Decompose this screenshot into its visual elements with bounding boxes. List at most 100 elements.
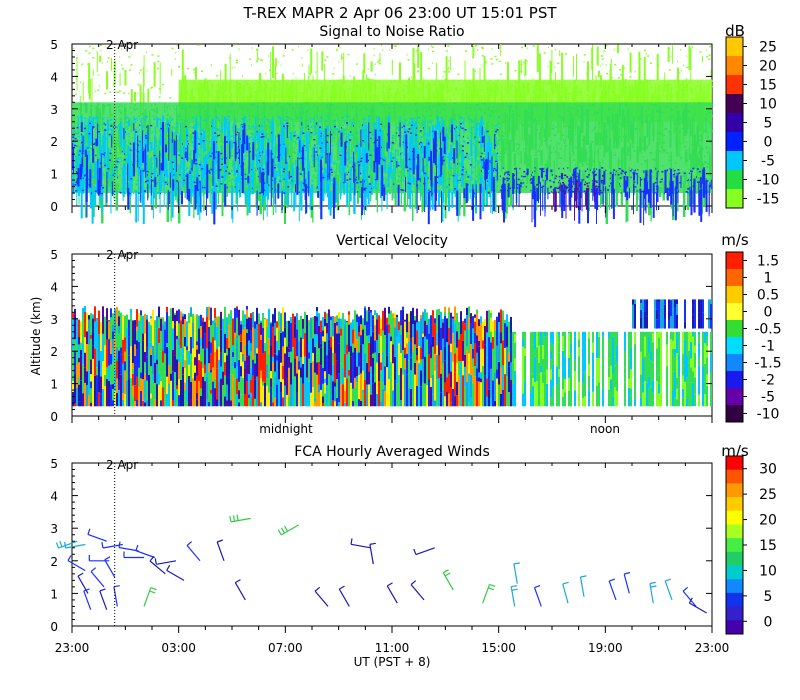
- snr-cell: [180, 95, 182, 97]
- snr-cell: [253, 95, 255, 97]
- snr-cell: [676, 92, 679, 110]
- snr-cell: [309, 87, 312, 89]
- snr-cell: [477, 101, 480, 103]
- snr-cell: [372, 81, 374, 83]
- snr-cell: [538, 93, 540, 95]
- snr-cell: [683, 80, 686, 83]
- snr-cell: [393, 45, 396, 47]
- snr-cell: [252, 87, 254, 90]
- snr-cell: [708, 58, 711, 60]
- snr-cell: [683, 86, 686, 89]
- snr-cell: [610, 97, 612, 99]
- snr-cell: [545, 83, 548, 85]
- snr-cell: [422, 98, 425, 100]
- snr-cell: [333, 67, 335, 70]
- snr-cell: [627, 48, 629, 50]
- snr-cell: [150, 87, 152, 90]
- snr-cell: [246, 100, 249, 103]
- snr-cell: [193, 72, 195, 74]
- snr-cell: [300, 81, 301, 83]
- snr-cell: [82, 81, 84, 102]
- snr-cell: [417, 88, 419, 111]
- snr-cell: [216, 98, 218, 100]
- snr-cell: [533, 83, 535, 86]
- snr-cell: [184, 99, 186, 102]
- snr-cell: [92, 47, 95, 50]
- snr-cell: [232, 44, 235, 46]
- snr-cell: [294, 93, 297, 101]
- snr-cell: [583, 101, 585, 103]
- snr-cell: [662, 83, 664, 115]
- snr-cell: [249, 58, 252, 61]
- snr-cell: [121, 64, 123, 66]
- snr-cell: [291, 79, 294, 98]
- snr-cell: [275, 57, 277, 67]
- snr-cell: [634, 80, 637, 94]
- snr-cell: [193, 98, 196, 101]
- snr-cell: [139, 84, 142, 116]
- snr-cell: [215, 90, 218, 106]
- snr-cell: [604, 101, 607, 103]
- snr-cell: [247, 80, 249, 82]
- snr-cell: [390, 80, 392, 83]
- snr-cell: [483, 97, 485, 100]
- snr-cell: [371, 98, 373, 100]
- snr-cell: [515, 81, 518, 84]
- snr-cell: [529, 84, 531, 86]
- snr-cell: [224, 90, 227, 92]
- snr-cell: [520, 64, 523, 66]
- snr-cell: [75, 78, 77, 80]
- snr-cell: [464, 60, 466, 84]
- snr-cell: [702, 91, 705, 93]
- snr-cell: [389, 84, 391, 119]
- snr-cell: [650, 86, 652, 88]
- snr-cell: [158, 96, 161, 98]
- snr-cell: [151, 54, 154, 56]
- snr-cell: [99, 44, 102, 46]
- snr-cell: [236, 59, 238, 61]
- snr-cell: [481, 85, 484, 87]
- snr-cell: [221, 89, 223, 99]
- snr-cell: [432, 50, 435, 53]
- snr-cell: [347, 89, 350, 91]
- snr-cell: [554, 100, 556, 103]
- snr-cell: [468, 80, 470, 82]
- snr-cell: [185, 90, 188, 93]
- snr-cell: [473, 70, 476, 72]
- snr-cell: [571, 91, 573, 101]
- snr-cell: [356, 97, 359, 100]
- snr-cell: [612, 79, 615, 94]
- snr-cell: [656, 88, 659, 90]
- snr-cell: [411, 76, 413, 78]
- snr-cell: [310, 98, 312, 100]
- snr-cell: [695, 87, 698, 90]
- snr-cell: [528, 90, 530, 92]
- snr-cell: [553, 89, 556, 92]
- snr-cell: [206, 92, 208, 94]
- snr-cell: [344, 81, 347, 84]
- snr-cell: [309, 93, 311, 95]
- snr-cell: [628, 90, 631, 92]
- snr-cell: [680, 49, 681, 51]
- snr-cell: [308, 76, 309, 78]
- snr-cell: [567, 88, 569, 91]
- snr-cell: [433, 83, 436, 86]
- snr-cell: [281, 93, 284, 95]
- snr-cell: [645, 90, 646, 108]
- snr-cell: [623, 90, 625, 92]
- snr-cell: [371, 94, 374, 97]
- snr-cell: [551, 49, 553, 74]
- snr-cell: [514, 69, 517, 72]
- snr-cell: [246, 83, 249, 85]
- snr-cell: [568, 85, 570, 88]
- snr-cell: [484, 98, 486, 101]
- snr-cell: [639, 82, 642, 84]
- snr-cell: [335, 89, 337, 108]
- snr-cell: [388, 89, 390, 91]
- snr-cell: [623, 96, 625, 98]
- snr-cell: [330, 101, 332, 103]
- snr-cell: [423, 77, 425, 80]
- snr-cell: [336, 48, 339, 51]
- snr-cell: [417, 69, 419, 72]
- snr-cell: [480, 89, 483, 92]
